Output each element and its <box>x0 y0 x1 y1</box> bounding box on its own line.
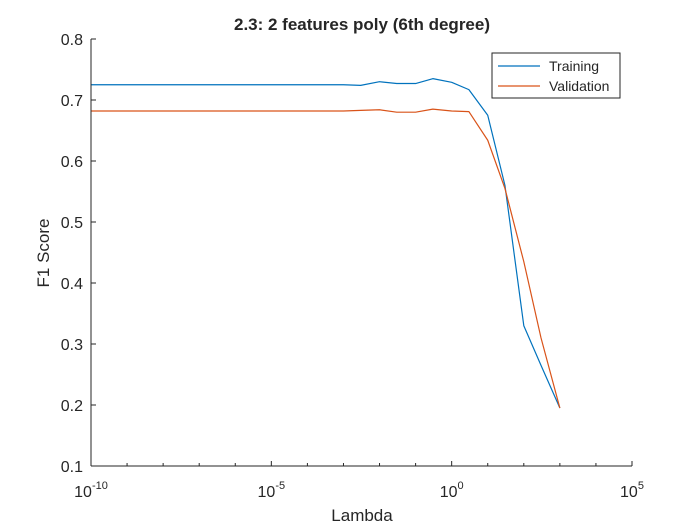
legend-label-training: Training <box>549 58 599 74</box>
y-tick-label: 0.2 <box>61 398 83 415</box>
plot-area <box>91 39 632 466</box>
y-tick-label: 0.7 <box>61 93 83 110</box>
x-axis-label: Lambda <box>331 506 393 525</box>
axes-layer: 0.1 0.2 0.3 0.4 0.5 0.6 0.7 0.8 10-10 10-5 100 105 <box>61 32 644 501</box>
legend: Training Validation <box>491 52 621 99</box>
series-line-validation <box>91 108 561 409</box>
series-line-training <box>91 78 561 409</box>
y-tick-label: 0.4 <box>61 276 83 293</box>
y-tick-label: 0.1 <box>61 459 83 476</box>
x-tick-label: 10-10 <box>74 480 108 501</box>
y-tick-label: 0.5 <box>61 215 83 232</box>
y-axis-label: F1 Score <box>34 219 53 288</box>
x-tick-label: 10-5 <box>258 480 286 501</box>
x-tick-label: 100 <box>440 480 464 501</box>
series-layer <box>91 78 561 409</box>
chart-title: 2.3: 2 features poly (6th degree) <box>234 15 490 34</box>
y-tick-label: 0.3 <box>61 337 83 354</box>
y-tick-label: 0.8 <box>61 32 83 49</box>
legend-box <box>491 52 621 99</box>
y-tick-label: 0.6 <box>61 154 83 171</box>
x-tick-label: 105 <box>620 480 644 501</box>
legend-label-validation: Validation <box>549 78 609 94</box>
